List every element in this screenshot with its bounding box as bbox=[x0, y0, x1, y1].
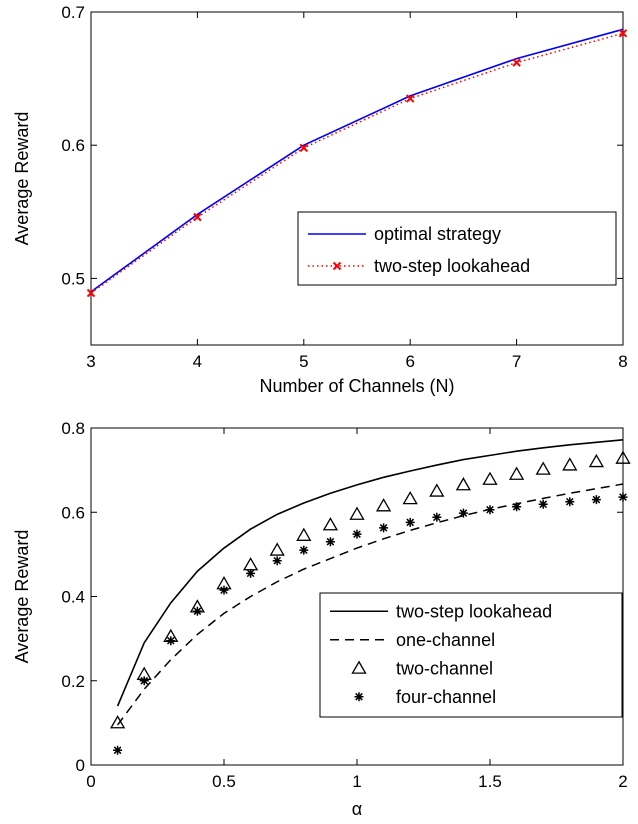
data-point bbox=[193, 212, 202, 222]
data-point bbox=[322, 517, 339, 531]
chart-2: 0 0.5 1 1.5 2 0 0.2 0.4 0.6 0.8 α Average Reward two… bbox=[12, 419, 631, 819]
data-point bbox=[113, 745, 123, 755]
x-axis-label: Number of Channels (N) bbox=[259, 376, 454, 396]
x-tick-label: 3 bbox=[86, 352, 95, 371]
data-point bbox=[591, 495, 601, 505]
x-tick-label: 0.5 bbox=[212, 772, 236, 791]
series-one-channel bbox=[116, 483, 624, 726]
data-point bbox=[296, 527, 312, 541]
legend-label: two-channel bbox=[396, 658, 493, 678]
y-tick-label: 0.2 bbox=[61, 672, 85, 691]
y-tick-label: 0.6 bbox=[61, 503, 85, 522]
x-tick-label: 0 bbox=[86, 772, 95, 791]
x-tick-label: 2 bbox=[618, 772, 627, 791]
data-point bbox=[565, 497, 575, 507]
legend-box bbox=[297, 211, 617, 286]
y-tick-label: 0.7 bbox=[61, 3, 85, 22]
data-point bbox=[299, 143, 309, 153]
x-tick-label: 6 bbox=[405, 352, 414, 371]
data-point bbox=[512, 502, 522, 512]
x-tick-label: 4 bbox=[193, 352, 202, 371]
legend-label: one-channel bbox=[396, 630, 495, 650]
plot-area bbox=[90, 11, 624, 346]
y-axis-label: Average Reward bbox=[12, 530, 32, 664]
data-point bbox=[402, 490, 418, 505]
data-point bbox=[192, 606, 202, 616]
series-two-step-lookahead bbox=[86, 29, 628, 298]
data-point bbox=[219, 585, 229, 595]
legend: optimal strategy two-step lookahead bbox=[297, 211, 617, 286]
data-point bbox=[432, 512, 442, 522]
data-point bbox=[86, 288, 96, 298]
x-tick-label: 5 bbox=[299, 352, 308, 371]
data-point bbox=[512, 58, 521, 67]
legend-marker bbox=[354, 692, 364, 702]
legend: two-step lookahead one-channel two-channel… bbox=[319, 592, 623, 718]
data-point bbox=[618, 492, 628, 502]
y-tick-label: 0.6 bbox=[61, 136, 85, 155]
x-tick-label: 1.5 bbox=[478, 772, 502, 791]
series-line bbox=[116, 483, 624, 726]
legend-label: optimal strategy bbox=[374, 224, 501, 244]
series-line bbox=[90, 28, 624, 293]
series-line bbox=[116, 439, 624, 707]
y-axis-label: Average Reward bbox=[12, 112, 32, 246]
data-point bbox=[615, 450, 631, 464]
data-point bbox=[375, 498, 392, 512]
data-point bbox=[349, 506, 365, 520]
chart-1: 3 4 5 6 7 8 0.5 0.6 0.7 Number of Channels (N) Ave… bbox=[12, 3, 628, 396]
data-point bbox=[455, 477, 472, 491]
x-tick-label: 8 bbox=[618, 352, 627, 371]
data-point bbox=[352, 529, 362, 539]
legend-marker bbox=[332, 261, 342, 271]
legend-box bbox=[319, 592, 623, 718]
data-point bbox=[538, 499, 548, 509]
data-point bbox=[379, 523, 389, 533]
data-point bbox=[246, 568, 256, 578]
y-tick-label: 0.5 bbox=[61, 269, 85, 288]
data-point bbox=[405, 517, 415, 527]
x-axis-label: α bbox=[352, 799, 362, 819]
y-tick-label: 0 bbox=[76, 756, 85, 775]
y-tick-label: 0.4 bbox=[61, 588, 85, 607]
data-point bbox=[299, 545, 309, 555]
legend-marker bbox=[351, 660, 367, 674]
data-point bbox=[269, 542, 285, 556]
series-four-channel bbox=[113, 492, 628, 755]
y-tick-label: 0.8 bbox=[61, 419, 85, 438]
x-tick-label: 1 bbox=[352, 772, 361, 791]
data-point bbox=[562, 457, 578, 471]
data-point bbox=[508, 466, 525, 480]
data-point bbox=[109, 715, 126, 729]
data-point bbox=[139, 676, 149, 686]
legend-label: four-channel bbox=[396, 687, 496, 707]
data-point bbox=[405, 94, 415, 103]
data-point bbox=[485, 505, 495, 515]
x-tick-label: 7 bbox=[512, 352, 521, 371]
data-point bbox=[458, 508, 468, 518]
data-point bbox=[325, 537, 335, 547]
data-point bbox=[535, 461, 551, 475]
legend-label: two-step lookahead bbox=[374, 256, 530, 276]
data-point bbox=[588, 453, 605, 468]
data-point bbox=[429, 483, 445, 497]
series-optimal-strategy bbox=[90, 28, 624, 293]
legend-label: two-step lookahead bbox=[396, 601, 552, 621]
data-point bbox=[618, 29, 628, 38]
data-point bbox=[482, 471, 498, 485]
data-point bbox=[272, 556, 282, 566]
series-line bbox=[90, 32, 624, 294]
series-two-channel bbox=[109, 450, 631, 729]
series-two-step-lookahead bbox=[116, 439, 624, 707]
data-point bbox=[166, 636, 176, 646]
